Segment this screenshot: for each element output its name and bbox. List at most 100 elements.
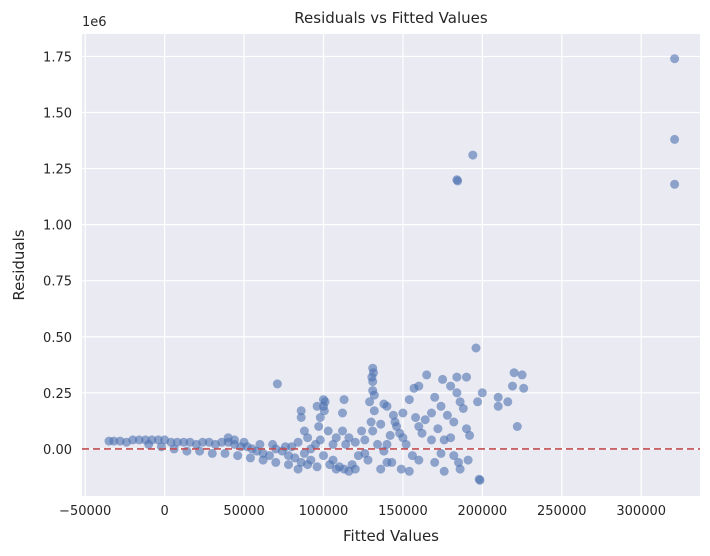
data-point [357,426,367,436]
data-point [427,435,436,445]
data-point [382,401,392,411]
data-point [453,176,463,186]
x-tick-label: 150000 [378,504,428,519]
data-point [417,428,427,438]
data-point [454,457,463,467]
y-tick-label: 1.75 [43,50,72,65]
data-point [339,395,349,405]
y-tick-label: 0.25 [43,387,72,402]
data-point [455,397,465,407]
data-point [430,457,440,467]
data-point [409,383,419,393]
data-point [442,410,452,420]
data-point [368,377,378,387]
data-point [438,374,448,384]
data-point [477,388,487,398]
data-points [104,54,680,485]
data-point [670,179,680,189]
data-point [427,408,436,418]
plot-area [82,34,700,496]
data-point [303,460,313,470]
data-point [369,390,379,400]
data-point [401,439,411,449]
x-tick-label: −50000 [59,504,111,519]
data-point [414,422,424,431]
data-point [319,451,328,461]
data-point [420,415,430,425]
data-point [449,417,459,427]
x-axis-ticks: −50000 0 50000 100000 150000 200000 250000 3000… [59,504,666,519]
data-point [160,435,170,445]
data-point [331,433,341,443]
x-tick-label: 200000 [458,504,508,519]
x-tick-label: 300000 [616,504,666,519]
data-point [296,406,306,416]
data-point [344,433,354,443]
data-point [272,379,282,389]
data-point [385,430,395,440]
data-point [475,475,485,485]
y-tick-label: 0.00 [43,443,72,458]
x-tick-label: 100000 [299,504,349,519]
data-point [104,436,114,446]
data-point [458,404,468,413]
data-point [284,451,293,461]
data-point [462,372,471,382]
data-point [493,401,503,411]
data-point [338,408,347,418]
x-tick-label: 250000 [537,504,587,519]
data-point [144,439,154,449]
data-point [462,424,471,434]
data-point [392,422,402,431]
data-point [299,448,309,458]
data-point [338,426,347,436]
data-point [493,392,503,402]
data-point [512,422,522,431]
data-point [172,437,182,447]
data-point [255,439,265,449]
data-point [179,437,189,447]
data-point [376,419,386,429]
data-point [220,448,230,458]
data-point [452,388,462,398]
data-point [156,442,166,452]
data-point [398,408,408,418]
data-point [306,444,316,454]
data-point [319,406,329,416]
data-point [331,464,341,474]
data-point [350,437,360,447]
y-tick-label: 0.50 [43,331,72,346]
data-point [280,442,290,452]
data-point [204,437,214,447]
data-point [473,397,483,407]
data-point [382,457,392,467]
data-point [207,448,217,458]
data-point [312,462,322,472]
data-point [258,455,268,465]
grid [82,34,700,496]
data-point [363,455,373,465]
data-point [368,426,378,436]
data-point [185,437,195,447]
data-point [293,437,303,447]
data-point [471,343,481,353]
data-point [407,451,417,461]
data-point [446,381,456,391]
data-point [396,464,406,474]
data-point [323,426,333,436]
data-point [315,413,325,422]
data-point [293,464,303,474]
data-point [388,410,398,420]
data-point [153,435,163,445]
y-tick-label: 1.00 [43,219,72,234]
data-point [314,422,324,431]
data-point [433,424,443,434]
y-tick-label: 0.75 [43,275,72,290]
x-tick-label: 0 [160,504,168,519]
data-point [233,451,243,461]
data-point [341,439,351,449]
x-tick-label: 50000 [223,504,264,519]
data-point [436,401,446,411]
y-axis-offset-label: 1e6 [82,15,107,30]
